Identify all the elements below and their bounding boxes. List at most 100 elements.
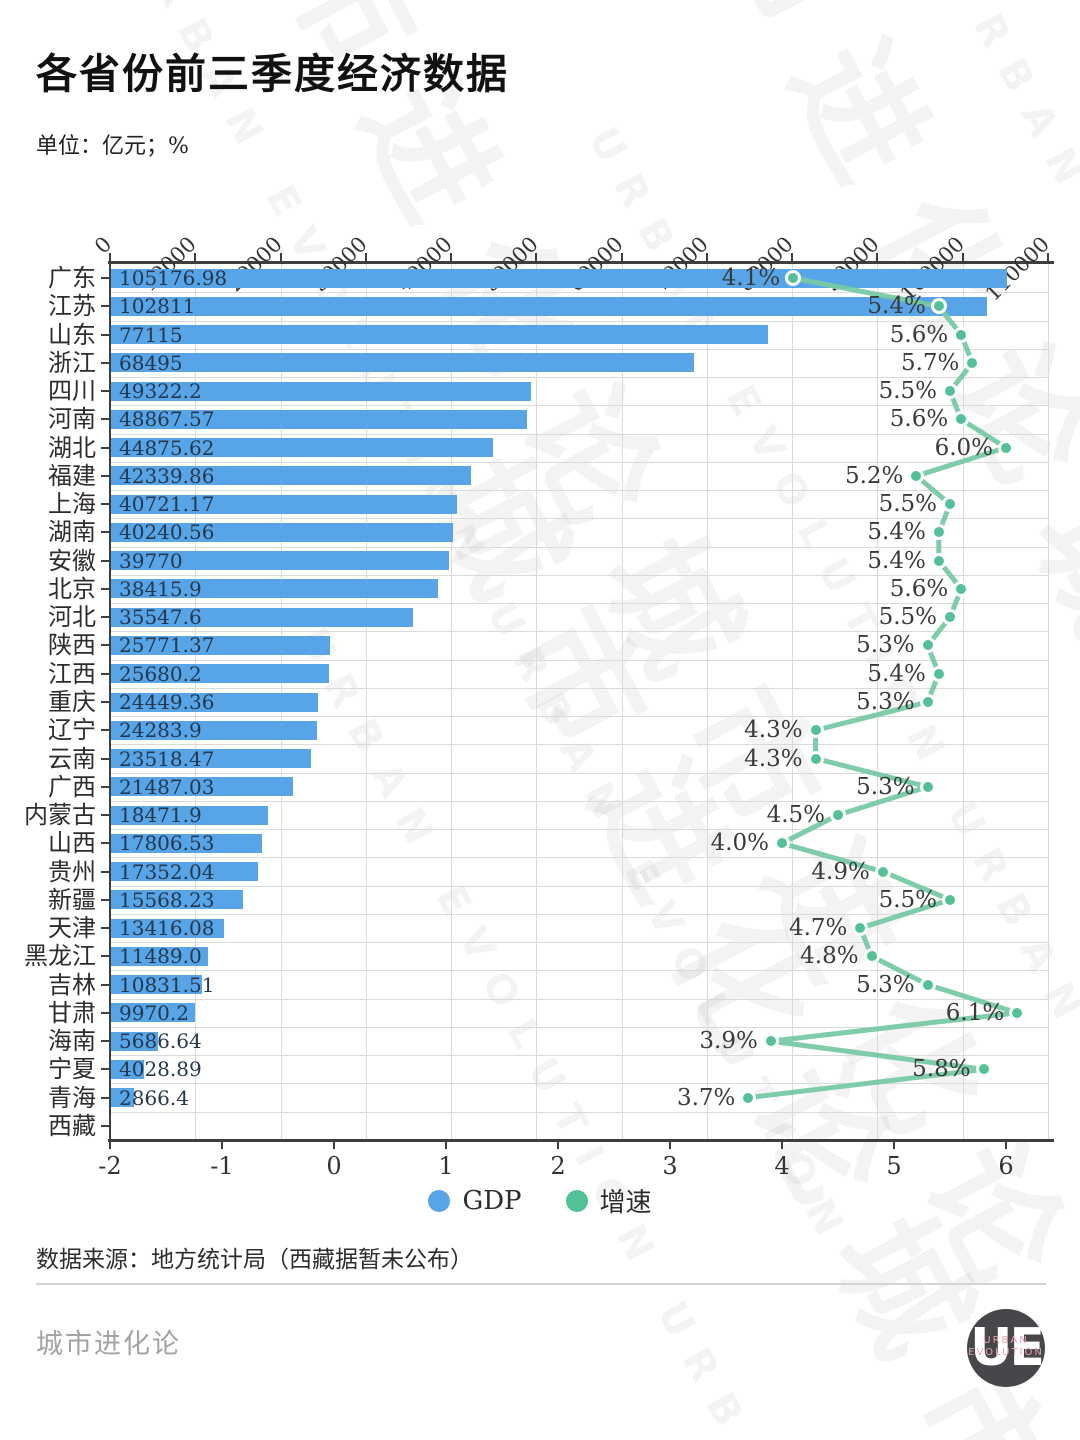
left-axis-tick: [101, 757, 109, 760]
gdp-bar: [111, 381, 531, 401]
horizontal-gridline: [110, 574, 1048, 576]
gdp-value-label: 40721.17: [119, 492, 215, 517]
growth-dot: [998, 439, 1014, 456]
growth-value-label: 5.8%: [912, 1056, 971, 1083]
growth-dot: [774, 835, 790, 852]
horizontal-gridline: [110, 1111, 1048, 1113]
horizontal-gridline: [110, 546, 1048, 548]
horizontal-gridline: [110, 913, 1048, 915]
growth-dot: [919, 637, 936, 654]
horizontal-gridline: [110, 461, 1048, 463]
gdp-value-label: 42339.86: [119, 463, 215, 488]
category-label: 山东: [48, 320, 96, 349]
left-axis-tick: [101, 559, 109, 562]
gdp-bar: [111, 635, 330, 655]
left-axis-tick: [101, 277, 109, 280]
horizontal-gridline: [110, 970, 1048, 972]
gdp-bar: [111, 579, 438, 599]
horizontal-gridline: [110, 405, 1048, 407]
gdp-bar: [111, 296, 987, 316]
growth-value-label: 5.5%: [878, 491, 937, 518]
growth-value-label: 5.3%: [856, 971, 915, 998]
horizontal-gridline: [110, 631, 1048, 633]
gdp-value-label: 49322.2: [119, 379, 202, 404]
top-axis-tick: [705, 253, 708, 261]
top-axis-tick: [364, 253, 367, 261]
growth-value-label: 6.0%: [934, 434, 993, 461]
legend-item-gdp: GDP: [428, 1186, 522, 1216]
growth-dot: [930, 298, 947, 315]
bottom-axis-tick: [109, 1141, 111, 1149]
vertical-gridline: [1048, 262, 1049, 1140]
left-axis-tick: [101, 305, 109, 308]
category-label: 内蒙古: [24, 801, 96, 830]
growth-dot: [807, 722, 824, 739]
gdp-bar: [111, 664, 329, 684]
bottom-axis-tick-label: 1: [438, 1152, 454, 1180]
growth-value-label: 4.0%: [710, 830, 769, 857]
growth-dot: [953, 411, 970, 428]
growth-dot: [953, 580, 970, 597]
gdp-bar: [111, 353, 695, 373]
growth-value-label: 5.3%: [856, 689, 915, 715]
gdp-value-label: 10831.51: [119, 972, 215, 997]
legend: GDP 增速: [0, 1182, 1080, 1219]
category-label: 重庆: [48, 688, 96, 716]
growth-value-label: 4.9%: [811, 858, 870, 885]
growth-value-label: 5.5%: [878, 604, 937, 631]
category-label: 海南: [48, 1027, 96, 1056]
gdp-bar: [111, 607, 414, 627]
left-axis-tick: [101, 1096, 109, 1099]
legend-item-growth: 增速: [565, 1182, 652, 1219]
growth-value-label: 5.6%: [889, 575, 949, 602]
growth-value-label: 4.8%: [800, 943, 859, 970]
growth-dot: [930, 524, 947, 541]
gdp-bar: [111, 325, 768, 345]
horizontal-gridline: [110, 659, 1048, 661]
gdp-value-label: 21487.03: [119, 774, 215, 799]
bottom-axis-tick: [669, 1141, 671, 1149]
vertical-gridline: [877, 262, 879, 1140]
category-label: 甘肃: [48, 998, 96, 1027]
gdp-value-label: 18471.9: [119, 803, 202, 828]
growth-value-label: 5.6%: [889, 321, 949, 348]
left-axis-tick: [101, 390, 109, 393]
top-axis-tick: [279, 253, 282, 261]
category-label: 新疆: [48, 885, 96, 914]
growth-value-label: 5.4%: [867, 519, 926, 546]
left-axis-tick: [101, 955, 109, 958]
top-axis-tick: [961, 253, 964, 261]
growth-dot: [953, 326, 970, 343]
growth-dot: [919, 976, 936, 993]
gdp-bar: [111, 268, 1007, 288]
left-axis-tick: [101, 842, 109, 845]
footer-divider: [36, 1283, 1046, 1285]
horizontal-gridline: [110, 744, 1048, 746]
gdp-value-label: 23518.47: [119, 746, 215, 771]
top-axis-tick: [450, 253, 453, 261]
left-axis-tick: [101, 927, 109, 930]
left-axis-tick: [101, 531, 109, 534]
bottom-axis-tick-label: 2: [550, 1152, 566, 1180]
growth-value-label: 5.2%: [844, 462, 904, 489]
growth-dot: [740, 1089, 757, 1106]
category-label: 黑龙江: [24, 942, 96, 971]
ue-logo: UE URBAN EVOLUTION: [967, 1309, 1045, 1387]
bottom-axis-tick-label: 0: [326, 1152, 342, 1180]
gdp-value-label: 77115: [119, 322, 183, 347]
category-label: 湖南: [48, 518, 96, 547]
growth-dot: [908, 467, 925, 484]
gdp-bar: [111, 918, 225, 938]
gdp-value-label: 15568.23: [119, 887, 215, 912]
ue-logo-letters: UE: [970, 1318, 1045, 1378]
growth-value-label: 6.1%: [945, 999, 1005, 1026]
left-axis-tick: [101, 418, 109, 421]
category-label: 上海: [48, 490, 96, 519]
growth-value-label: 3.9%: [699, 1028, 758, 1055]
horizontal-gridline: [110, 348, 1048, 350]
gdp-bar: [111, 833, 262, 853]
left-axis-tick: [101, 983, 109, 986]
horizontal-gridline: [110, 1083, 1048, 1085]
